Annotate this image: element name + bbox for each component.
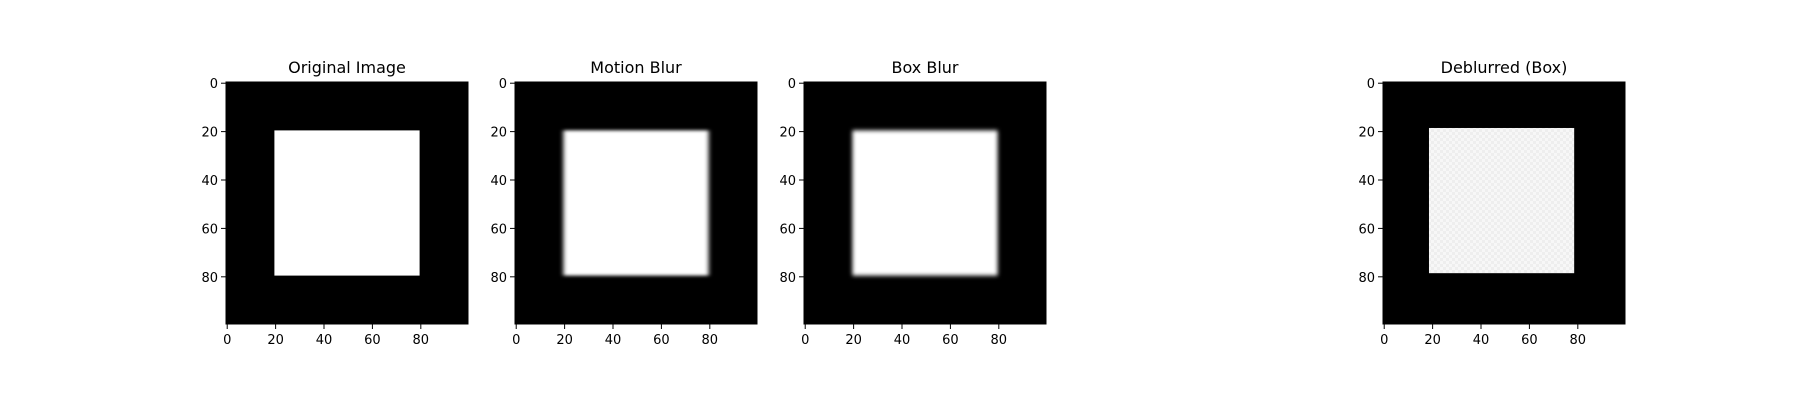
x-tick-label: 0 <box>1380 333 1388 348</box>
axes-frame <box>225 81 469 325</box>
y-tick-label: 0 <box>210 77 218 92</box>
x-tick-label: 40 <box>605 333 622 348</box>
panel-title: Deblurred (Box) <box>1441 58 1568 77</box>
x-tick-label: 20 <box>556 333 573 348</box>
x-tick-label: 0 <box>801 333 809 348</box>
axes-frame <box>1382 81 1626 325</box>
image-square <box>852 130 998 276</box>
y-tick-label: 20 <box>1358 126 1375 141</box>
x-tick-label: 40 <box>316 333 333 348</box>
x-tick-label: 80 <box>702 333 719 348</box>
panel-title: Box Blur <box>892 58 959 77</box>
panel-title: Original Image <box>288 58 406 77</box>
x-tick-label: 60 <box>653 333 670 348</box>
y-tick-label: 40 <box>490 174 507 189</box>
y-tick-label: 60 <box>490 222 507 237</box>
y-tick-label: 60 <box>201 222 218 237</box>
x-tick-label: 60 <box>1521 333 1538 348</box>
x-tick-label: 0 <box>512 333 520 348</box>
x-tick-label: 40 <box>1473 333 1490 348</box>
panel-4: Deblurred (Box) 0 20 40 60 80 0 20 40 60 80 <box>1358 58 1626 348</box>
y-tick-label: 40 <box>1358 174 1375 189</box>
panel-1: Original Image 0 20 40 60 80 0 20 40 60 80 <box>201 58 469 348</box>
x-tick-label: 20 <box>1424 333 1441 348</box>
y-tick-label: 60 <box>1358 222 1375 237</box>
y-tick-label: 80 <box>201 271 218 286</box>
x-tick-label: 0 <box>223 333 231 348</box>
y-tick-label: 80 <box>490 271 507 286</box>
y-tick-label: 20 <box>201 126 218 141</box>
image-square <box>563 130 709 276</box>
x-tick-label: 20 <box>267 333 284 348</box>
x-tick-label: 60 <box>364 333 381 348</box>
y-tick-label: 40 <box>201 174 218 189</box>
x-tick-label: 80 <box>1570 333 1587 348</box>
panel-2: Motion Blur 0 20 40 60 80 0 20 40 60 80 <box>490 58 758 348</box>
panel-title: Motion Blur <box>590 58 682 77</box>
y-tick-label: 80 <box>1358 271 1375 286</box>
axes-frame <box>803 81 1047 325</box>
y-tick-label: 40 <box>779 174 796 189</box>
y-tick-label: 80 <box>779 271 796 286</box>
x-tick-label: 60 <box>942 333 959 348</box>
y-tick-label: 20 <box>779 126 796 141</box>
y-tick-label: 20 <box>490 126 507 141</box>
y-tick-label: 60 <box>779 222 796 237</box>
x-tick-label: 20 <box>845 333 862 348</box>
axes-frame <box>514 81 758 325</box>
y-tick-label: 0 <box>788 77 796 92</box>
x-tick-label: 80 <box>991 333 1008 348</box>
x-tick-label: 40 <box>894 333 911 348</box>
image-square <box>1428 127 1575 274</box>
x-tick-label: 80 <box>413 333 430 348</box>
image-square <box>274 130 420 276</box>
panel-3: Box Blur 0 20 40 60 80 0 20 40 60 80 <box>779 58 1047 348</box>
y-tick-label: 0 <box>499 77 507 92</box>
y-tick-label: 0 <box>1367 77 1375 92</box>
